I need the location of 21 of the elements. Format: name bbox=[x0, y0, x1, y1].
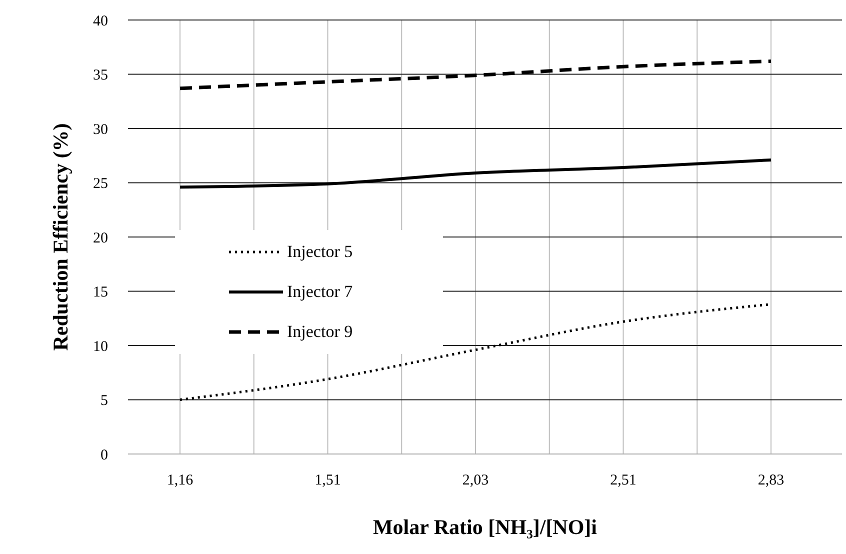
x-tick-label: 2,03 bbox=[462, 472, 489, 489]
y-tick-label: 35 bbox=[93, 68, 108, 84]
y-tick-label: 10 bbox=[93, 338, 108, 355]
legend-label: Injector 5 bbox=[287, 242, 353, 262]
y-tick-label: 40 bbox=[93, 13, 108, 30]
line-series bbox=[178, 158, 772, 189]
y-tick-label: 30 bbox=[93, 122, 108, 138]
legend-label: Injector 7 bbox=[287, 282, 353, 302]
x-tick-label: 1,16 bbox=[166, 472, 194, 489]
y-tick-label: 5 bbox=[100, 393, 108, 410]
x-tick-label: 2,51 bbox=[610, 472, 636, 489]
line-series bbox=[178, 59, 773, 90]
y-tick-label: 0 bbox=[100, 447, 108, 464]
y-tick-label: 15 bbox=[93, 284, 108, 301]
x-axis-title: Molar Ratio [NH₃]/[NO]i bbox=[372, 515, 598, 539]
x-tick-label: 1,51 bbox=[314, 472, 341, 489]
legend-label: Injector 9 bbox=[287, 322, 353, 342]
x-tick-label: 2,83 bbox=[758, 472, 784, 489]
y-axis-title: Reduction Efficiency (%) bbox=[48, 123, 72, 351]
y-tick-label: 20 bbox=[93, 230, 108, 246]
y-tick-label: 25 bbox=[93, 176, 108, 192]
